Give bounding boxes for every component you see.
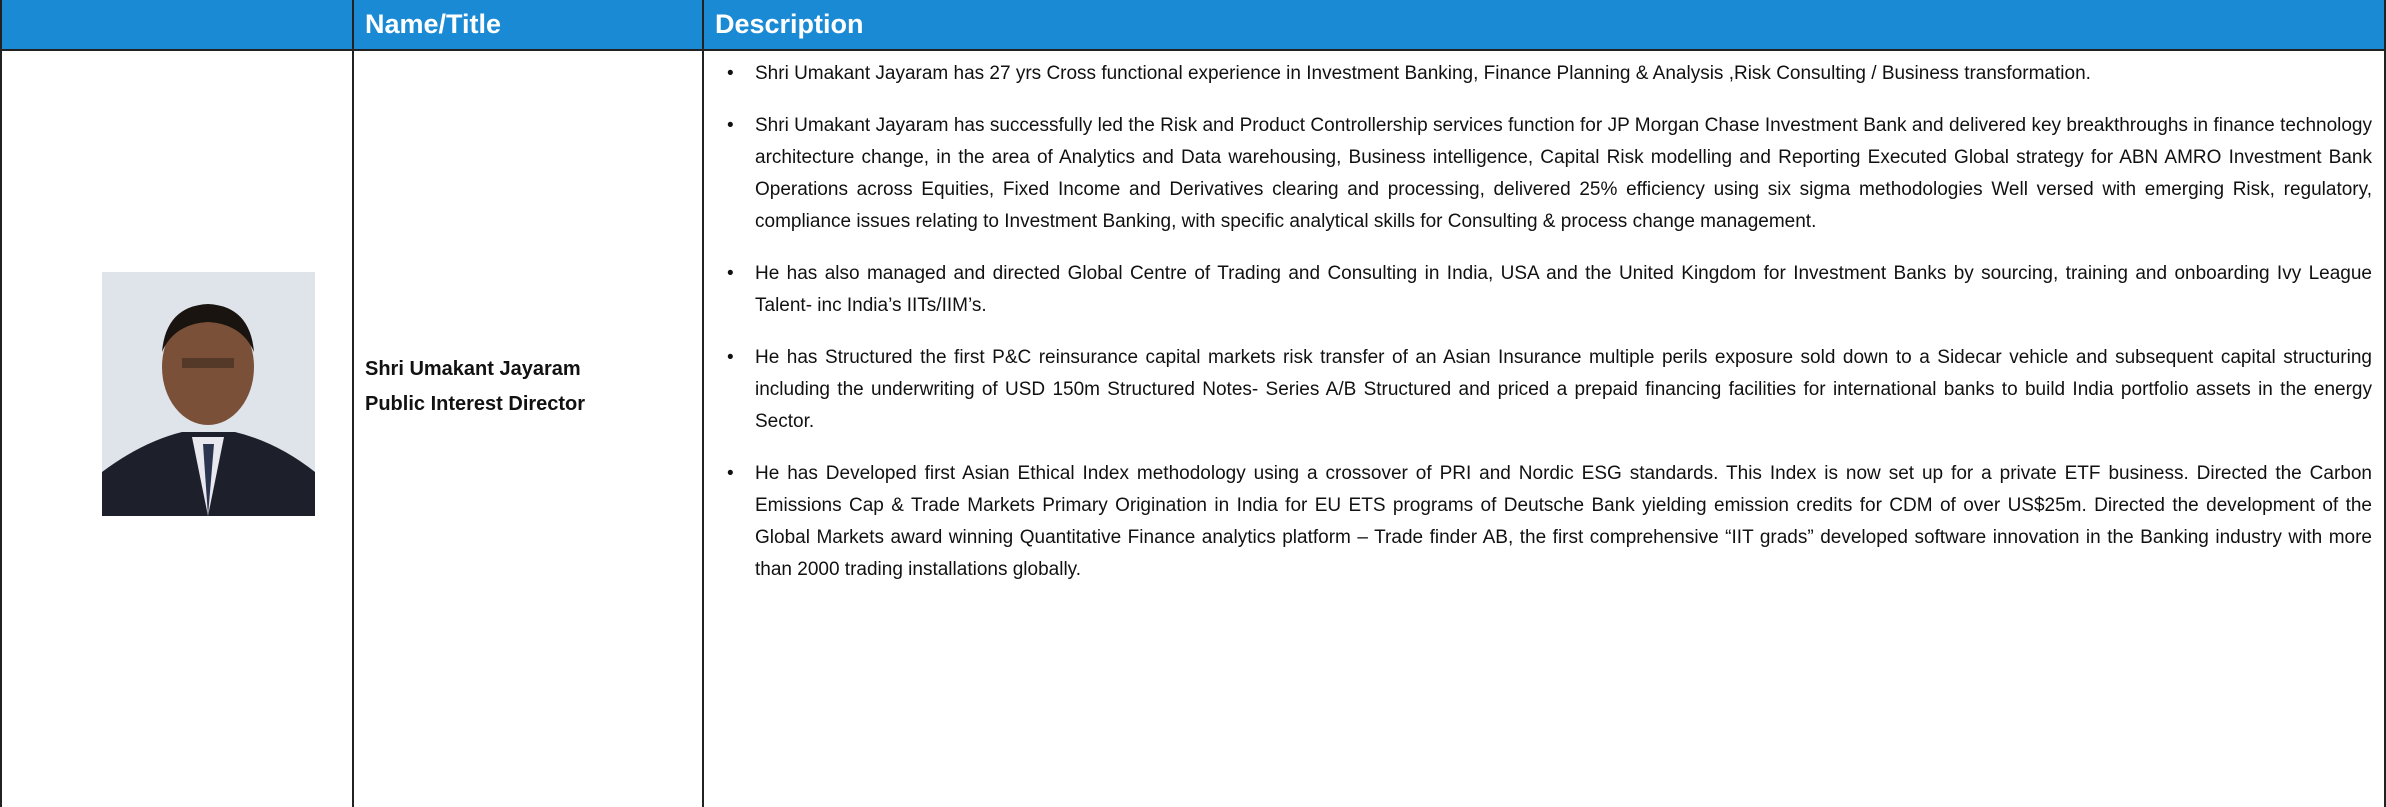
header-cell: Description: [703, 0, 2386, 49]
description-list: Shri Umakant Jayaram has 27 yrs Cross fu…: [727, 58, 2372, 606]
column-border: [352, 0, 354, 807]
row-border: [0, 49, 2386, 51]
description-bullet: He has also managed and directed Global …: [727, 258, 2372, 322]
description-bullet: Shri Umakant Jayaram has 27 yrs Cross fu…: [727, 58, 2372, 90]
person-name: Shri Umakant Jayaram: [365, 358, 581, 380]
column-border: [702, 0, 704, 807]
description-bullet: He has Developed first Asian Ethical Ind…: [727, 458, 2372, 586]
column-border: [2384, 0, 2386, 807]
header-blank: [0, 0, 353, 49]
description-bullet: He has Structured the first P&C reinsura…: [727, 342, 2372, 438]
header-cell: Name/Title: [353, 0, 703, 49]
portrait-photo: [102, 272, 315, 516]
description-bullet: Shri Umakant Jayaram has successfully le…: [727, 110, 2372, 238]
column-border: [0, 0, 2, 807]
person-title: Public Interest Director: [365, 393, 586, 415]
